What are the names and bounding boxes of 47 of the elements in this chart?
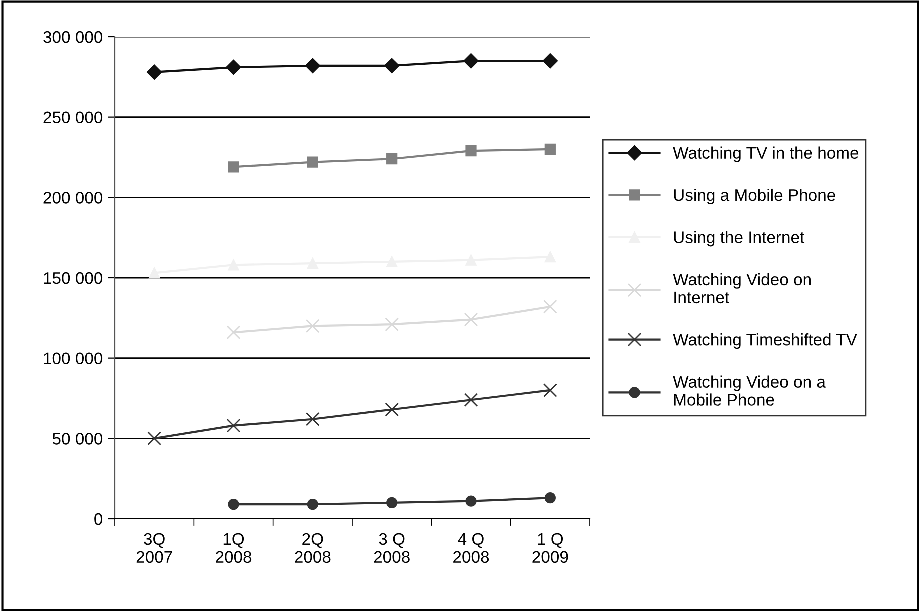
point — [307, 156, 318, 168]
point — [385, 318, 400, 332]
point — [226, 326, 241, 340]
y-tick-label: 300 000 — [44, 31, 103, 44]
x-tick-label: 3Q 2007 — [136, 533, 172, 564]
x-tick-label: 1Q 2008 — [216, 533, 252, 564]
point — [466, 146, 477, 157]
point — [464, 54, 479, 69]
point — [148, 432, 162, 446]
x-tick-label: 1 Q 2009 — [532, 533, 568, 564]
x-tick-label: 4 Q 2008 — [454, 533, 490, 564]
point — [464, 393, 478, 408]
point — [306, 412, 320, 426]
y-tick-label: 100 000 — [44, 352, 103, 365]
point — [385, 402, 400, 417]
x-tick-label: 3 Q 2008 — [374, 533, 410, 564]
point — [543, 300, 558, 314]
point — [464, 312, 478, 327]
point — [384, 58, 400, 74]
legend-label: Watching Video on a Mobile Phone — [673, 376, 826, 406]
point — [226, 60, 242, 76]
point — [147, 64, 162, 80]
point — [544, 144, 556, 156]
point — [228, 498, 240, 510]
point — [307, 498, 318, 510]
point — [305, 58, 320, 74]
y-tick-label: 50 000 — [52, 433, 103, 445]
legend-label: Watching Video on Internet — [673, 273, 811, 304]
legend-label: Using a Mobile Phone — [674, 188, 836, 205]
x-tick-label: 2Q 2008 — [295, 533, 331, 564]
point — [466, 496, 477, 507]
point — [306, 319, 320, 334]
y-tick-label: 200 000 — [44, 192, 103, 204]
y-tick-label: 250 000 — [44, 112, 103, 124]
y-tick-label: 0 — [94, 513, 103, 526]
point — [543, 384, 558, 398]
legend-label: Watching TV in the home — [673, 146, 859, 162]
legend-label: Watching Timeshifted TV — [673, 334, 858, 350]
y-tick-label: 150 000 — [44, 272, 103, 284]
point — [386, 154, 398, 165]
legend-label: Using the Internet — [674, 231, 805, 247]
point — [386, 497, 398, 508]
point — [226, 418, 241, 433]
point — [542, 54, 558, 69]
point — [228, 162, 240, 173]
point — [149, 268, 160, 279]
point — [544, 492, 556, 504]
